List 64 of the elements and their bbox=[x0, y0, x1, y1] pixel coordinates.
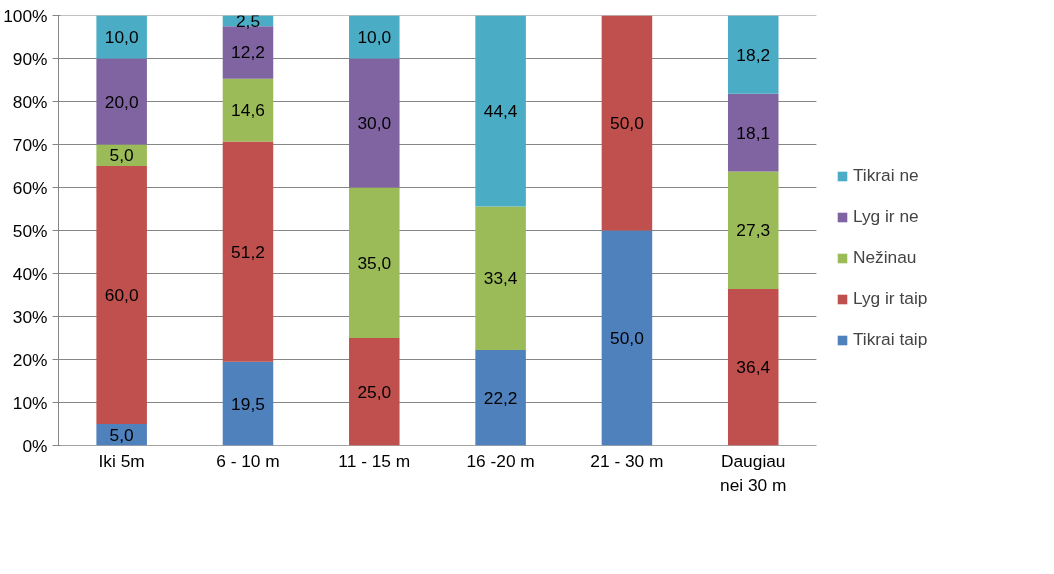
legend-label: Tikrai taip bbox=[852, 329, 928, 351]
x-tick-label: Iki 5m bbox=[98, 450, 145, 471]
data-label: 5,0 bbox=[109, 145, 134, 166]
bar bbox=[222, 78, 274, 142]
data-label: 12,2 bbox=[231, 42, 265, 63]
y-tick-label: 0% bbox=[22, 435, 48, 456]
data-label: 25,0 bbox=[357, 381, 392, 402]
data-label: 22,2 bbox=[483, 387, 518, 408]
data-label: 50,0 bbox=[610, 113, 644, 133]
legend-label: Lyg ir taip bbox=[852, 288, 928, 310]
x-tick-label: 11 - 15 m bbox=[338, 450, 411, 471]
y-tick-label: 50% bbox=[12, 220, 48, 241]
y-tick-label: 60% bbox=[12, 177, 48, 198]
data-label: 20,0 bbox=[104, 91, 139, 112]
data-label: 10,0 bbox=[357, 27, 392, 47]
y-tick-label: 10% bbox=[12, 392, 48, 413]
x-tick-label: Daugiau nei 30 m bbox=[720, 450, 787, 495]
data-label: 33,4 bbox=[483, 268, 518, 289]
bar bbox=[349, 15, 400, 59]
bar bbox=[727, 288, 779, 446]
legend-label: Lyg ir ne bbox=[852, 206, 919, 228]
bar bbox=[349, 338, 400, 446]
x-tick-label: 21 - 30 m bbox=[590, 450, 664, 471]
data-label: 2,5 bbox=[235, 10, 261, 31]
y-tick-label: 40% bbox=[12, 263, 48, 284]
y-tick-label: 70% bbox=[12, 134, 48, 155]
data-label: 27,3 bbox=[736, 220, 771, 241]
bar bbox=[349, 187, 400, 338]
bar bbox=[727, 15, 779, 94]
y-tick-label: 30% bbox=[12, 306, 48, 327]
x-tick-label: 6 - 10 m bbox=[216, 450, 280, 471]
bar bbox=[727, 171, 779, 289]
data-label: 14,6 bbox=[231, 100, 265, 121]
data-label: 36,4 bbox=[736, 357, 771, 378]
bar bbox=[96, 166, 147, 424]
data-label: 35,0 bbox=[357, 252, 392, 273]
bar bbox=[349, 58, 400, 188]
y-tick-label: 80% bbox=[12, 91, 48, 112]
bar bbox=[475, 15, 526, 207]
bar bbox=[601, 15, 653, 231]
x-tick-label: 16 -20 m bbox=[466, 450, 535, 471]
data-label: 60,0 bbox=[104, 285, 139, 305]
legend-label: Tikrai ne bbox=[852, 165, 919, 187]
y-tick-label: 100% bbox=[3, 5, 48, 26]
bar bbox=[222, 361, 274, 446]
bar bbox=[475, 350, 526, 446]
data-label: 18,2 bbox=[736, 44, 771, 65]
y-tick-label: 90% bbox=[12, 48, 48, 69]
data-label: 10,0 bbox=[104, 27, 139, 47]
data-label: 44,4 bbox=[483, 100, 518, 121]
data-label: 30,0 bbox=[357, 113, 392, 133]
data-label: 50,0 bbox=[610, 328, 644, 348]
data-label: 5,0 bbox=[109, 424, 134, 445]
bar bbox=[727, 93, 779, 172]
bar bbox=[222, 141, 274, 362]
bar bbox=[601, 230, 653, 446]
legend-label: Nežinau bbox=[852, 247, 917, 269]
data-label: 18,1 bbox=[736, 122, 771, 143]
bar bbox=[96, 58, 147, 145]
bar bbox=[475, 206, 526, 351]
data-label: 51,2 bbox=[231, 241, 265, 262]
data-label: 19,5 bbox=[231, 393, 265, 414]
y-tick-label: 20% bbox=[12, 349, 48, 370]
bar bbox=[96, 15, 147, 59]
